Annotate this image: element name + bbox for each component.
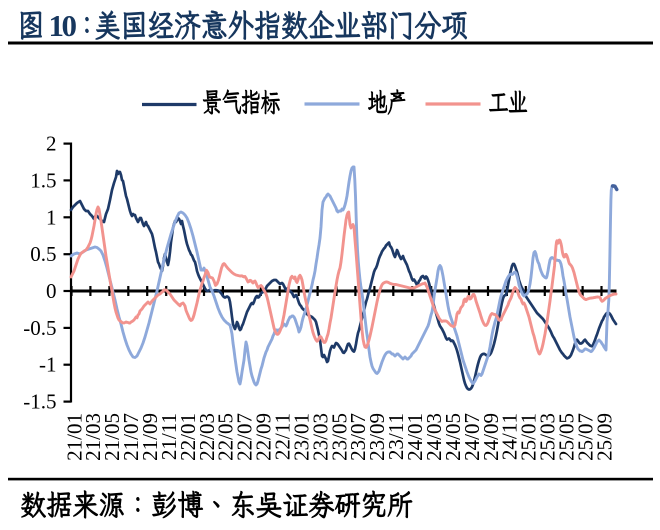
svg-text:-1: -1 — [39, 353, 57, 377]
svg-text:0.5: 0.5 — [30, 242, 56, 266]
svg-text:1.5: 1.5 — [30, 168, 56, 192]
svg-text:24/09: 24/09 — [479, 413, 503, 461]
svg-text:21/11: 21/11 — [157, 413, 181, 460]
svg-text:25/01: 25/01 — [517, 413, 541, 461]
svg-text:24/05: 24/05 — [441, 413, 465, 461]
svg-text:22/03: 22/03 — [195, 413, 219, 461]
svg-text:22/09: 22/09 — [252, 413, 276, 461]
svg-text:1: 1 — [46, 205, 57, 229]
svg-text:23/01: 23/01 — [290, 413, 314, 461]
svg-text:-1.5: -1.5 — [23, 390, 56, 414]
svg-text:2: 2 — [46, 132, 57, 156]
svg-text:25/03: 25/03 — [536, 413, 560, 461]
svg-text:0: 0 — [46, 279, 57, 303]
svg-text:21/01: 21/01 — [62, 413, 86, 461]
svg-text:10: 10 — [49, 8, 77, 43]
svg-text:25/05: 25/05 — [555, 413, 579, 461]
svg-text:23/09: 23/09 — [365, 413, 389, 461]
svg-text:22/07: 22/07 — [233, 413, 257, 461]
svg-text:23/03: 23/03 — [308, 413, 332, 461]
svg-text:21/07: 21/07 — [119, 413, 143, 461]
svg-text:23/05: 23/05 — [327, 413, 351, 461]
svg-text:24/01: 24/01 — [403, 413, 427, 461]
svg-text:-0.5: -0.5 — [23, 316, 56, 340]
svg-text:22/11: 22/11 — [271, 413, 295, 460]
svg-text:22/05: 22/05 — [214, 413, 238, 461]
svg-text:21/09: 21/09 — [138, 413, 162, 461]
svg-text:25/09: 25/09 — [592, 413, 616, 461]
svg-text:25/07: 25/07 — [573, 413, 597, 461]
svg-text:21/05: 21/05 — [100, 413, 124, 461]
svg-text:24/07: 24/07 — [460, 413, 484, 461]
svg-text:24/03: 24/03 — [422, 413, 446, 461]
svg-text:21/03: 21/03 — [81, 413, 105, 461]
svg-text:23/11: 23/11 — [384, 413, 408, 460]
svg-text:22/01: 22/01 — [176, 413, 200, 461]
svg-text:24/11: 24/11 — [498, 413, 522, 460]
svg-text:23/07: 23/07 — [346, 413, 370, 461]
